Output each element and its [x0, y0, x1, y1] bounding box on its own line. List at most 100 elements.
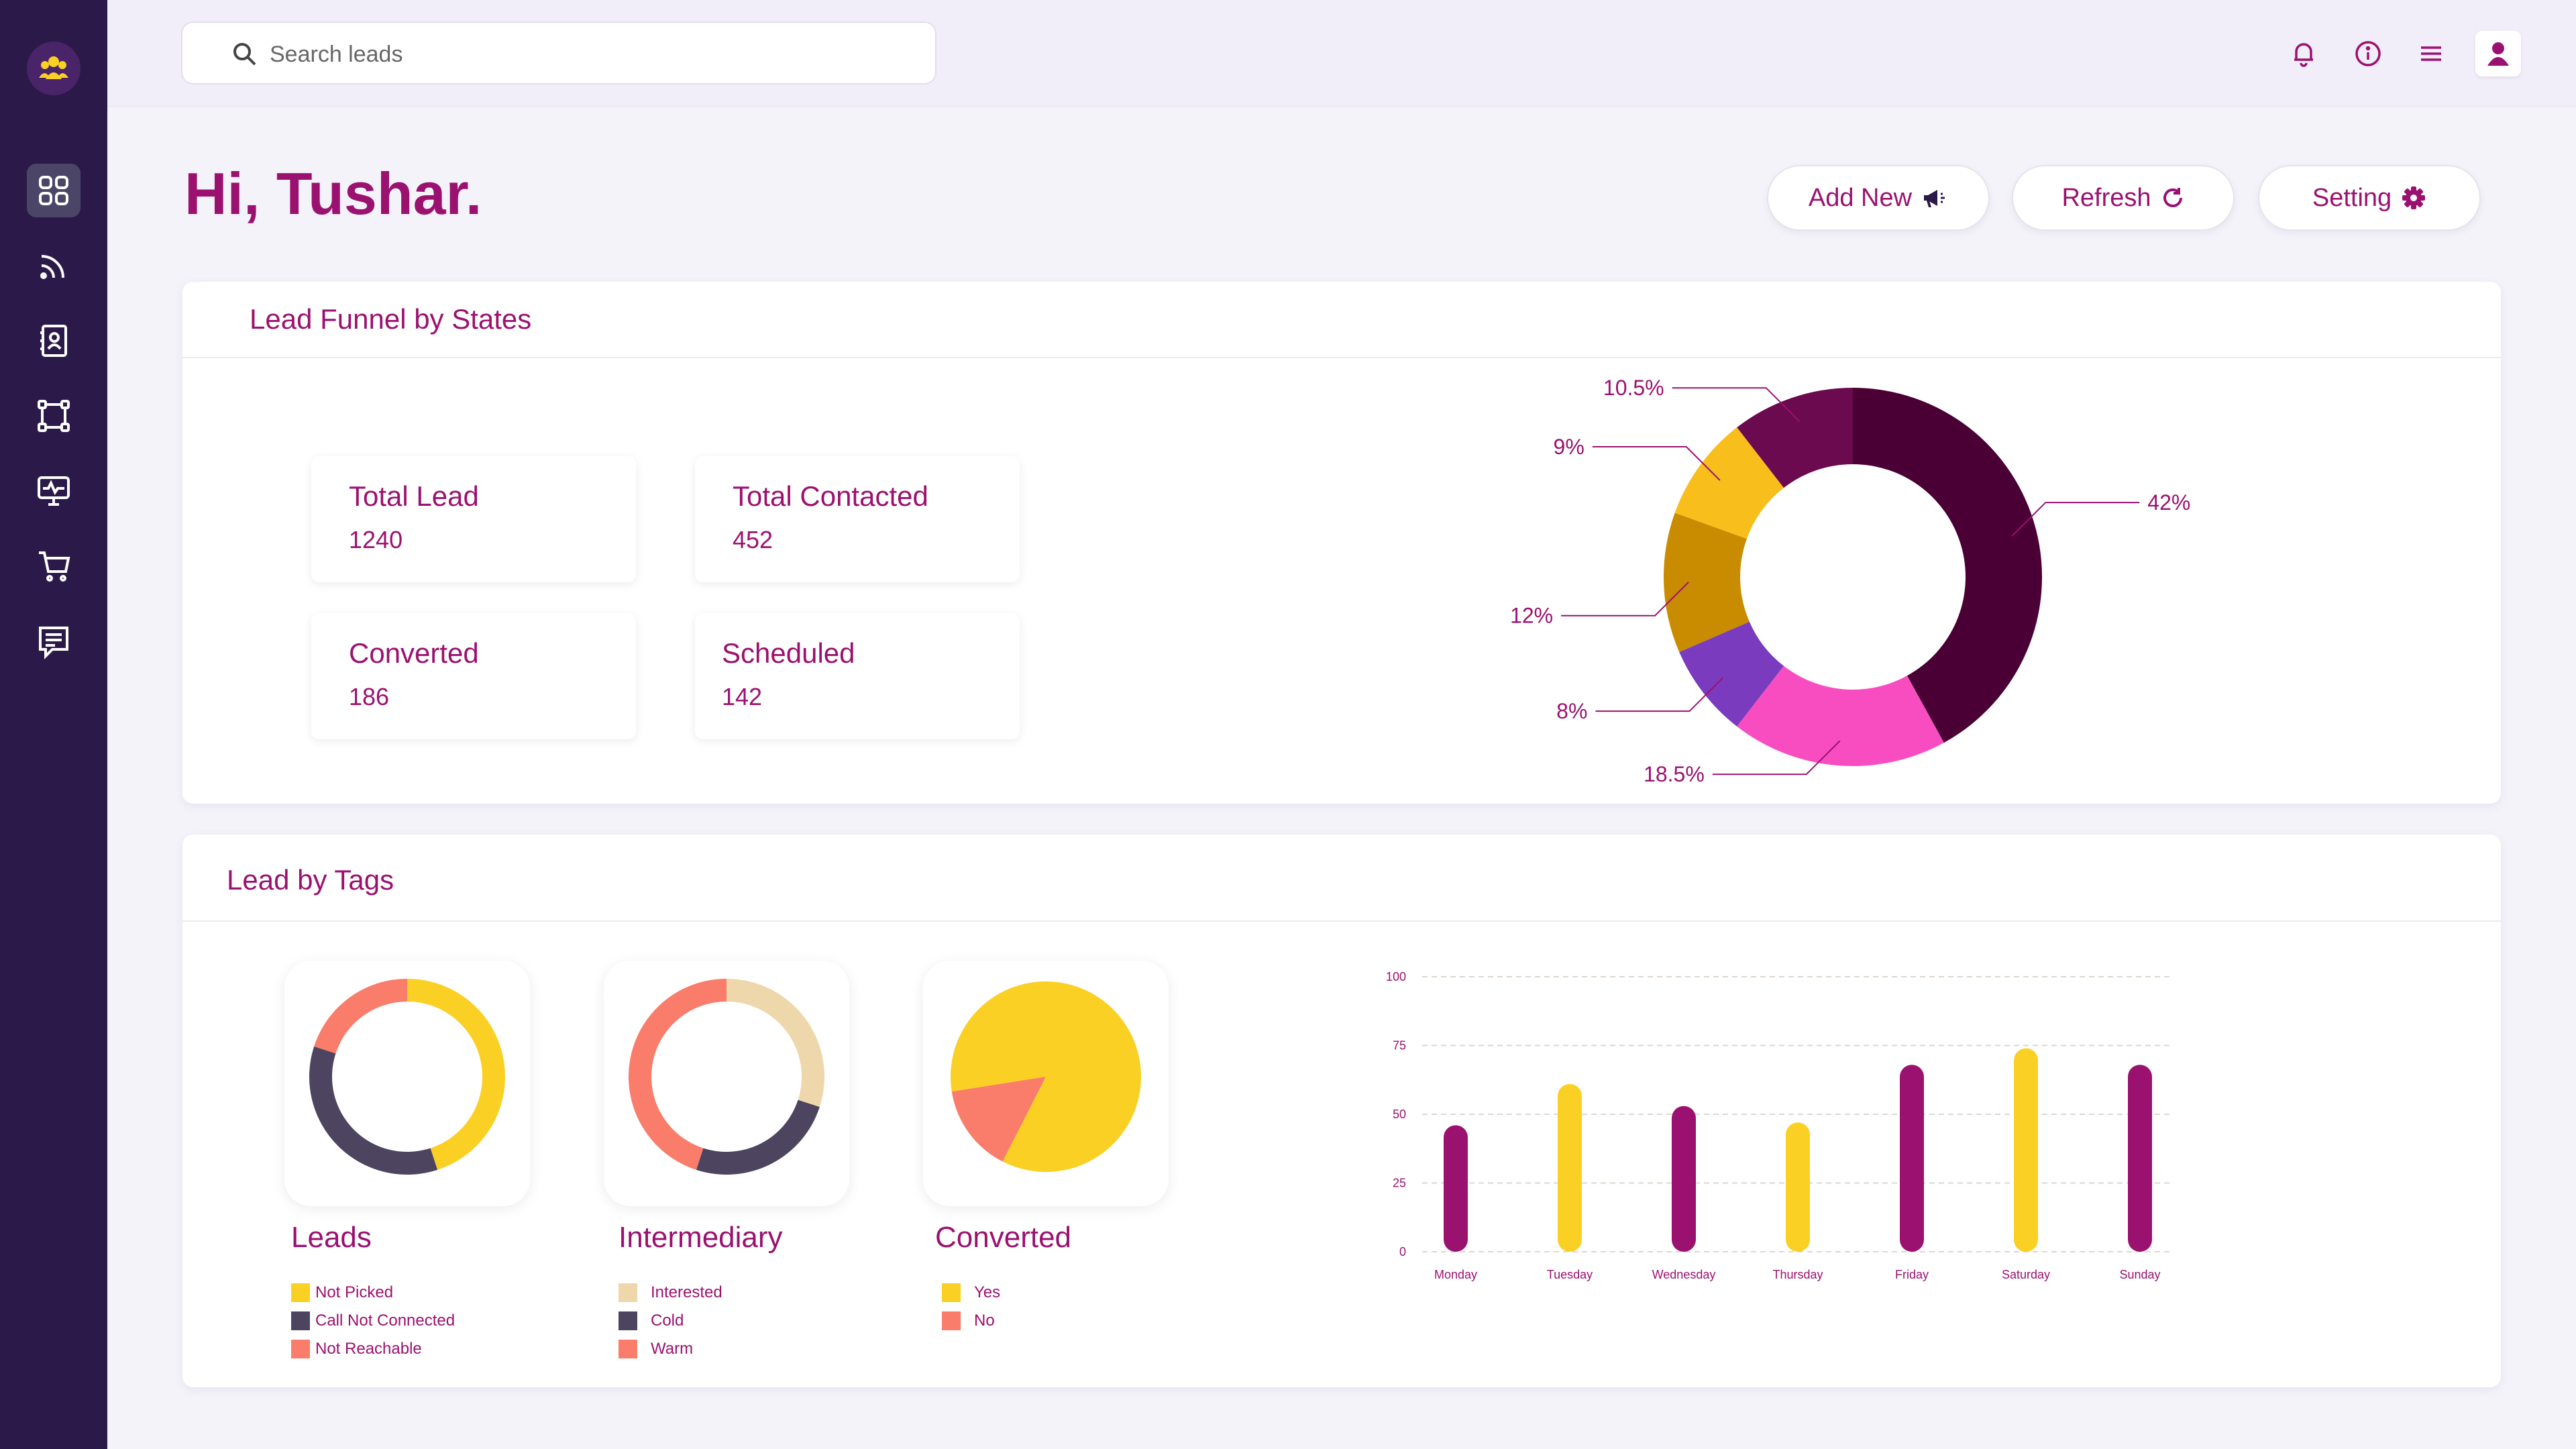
funnel-slice — [1664, 513, 1750, 652]
menu-icon — [2421, 46, 2441, 61]
stat-card-total-contacted: Total Contacted 452 — [695, 456, 1020, 582]
leads-legend: Not Picked Call Not Connected Not Reacha… — [291, 1279, 455, 1363]
y-tick-label: 50 — [1393, 1108, 1406, 1121]
stat-card-total-lead: Total Lead 1240 — [311, 456, 636, 582]
search-icon — [233, 43, 256, 66]
contacts-icon — [40, 325, 67, 357]
leads-title: Leads — [291, 1221, 372, 1254]
legend-label: Interested — [651, 1283, 722, 1301]
menu-button[interactable] — [2412, 35, 2450, 72]
funnel-data-label: 9% — [1554, 435, 1585, 459]
stat-value: 142 — [722, 683, 763, 710]
intermediary-legend: Interested Cold Warm — [619, 1279, 722, 1363]
stat-label: Scheduled — [722, 637, 855, 669]
funnel-donut-chart: 10.5% 42% 18.5% 8% 12% 9% — [1510, 376, 2190, 786]
converted-title: Converted — [935, 1221, 1072, 1254]
tag-slice — [314, 979, 407, 1054]
add-new-button[interactable]: Add New — [1767, 165, 1990, 231]
x-tick-label: Wednesday — [1652, 1268, 1716, 1281]
legend-swatch — [619, 1340, 637, 1358]
x-tick-label: Sunday — [2119, 1268, 2160, 1281]
funnel-slice — [1853, 388, 2042, 743]
legend-swatch — [291, 1283, 310, 1302]
y-tick-label: 100 — [1386, 970, 1406, 983]
workflow-icon — [38, 400, 70, 432]
refresh-icon — [2163, 188, 2182, 207]
legend-item: Not Picked — [291, 1279, 455, 1307]
sidebar-item-contacts[interactable] — [27, 314, 80, 368]
sidebar-item-feed[interactable] — [27, 239, 80, 292]
y-tick-label: 75 — [1393, 1039, 1406, 1053]
bar — [2014, 1048, 2038, 1252]
legend-label: Cold — [651, 1311, 684, 1330]
megaphone-icon — [1924, 190, 1945, 207]
top-bar — [107, 0, 2576, 107]
funnel-data-label: 18.5% — [1644, 762, 1705, 786]
legend-label: Call Not Connected — [315, 1311, 455, 1330]
search-box[interactable] — [181, 21, 936, 85]
search-input[interactable] — [270, 36, 873, 72]
refresh-label: Refresh — [2061, 183, 2151, 212]
funnel-label-line — [1595, 677, 1724, 712]
chat-icon — [39, 627, 68, 659]
refresh-button[interactable]: Refresh — [2012, 165, 2235, 231]
tag-slice — [309, 1046, 438, 1175]
tag-slice — [696, 1099, 820, 1175]
x-tick-label: Friday — [1895, 1268, 1929, 1281]
converted-pie-box — [923, 961, 1169, 1206]
funnel-data-label: 8% — [1556, 699, 1587, 723]
lead-funnel-card: Lead Funnel by States Total Lead 1240 To… — [182, 282, 2501, 804]
weekly-bar-chart: 100 75 50 25 0 Monday Tuesday Wednesday Thursday… — [1386, 970, 2174, 1281]
tags-title: Lead by Tags — [227, 864, 394, 896]
y-tick-label: 0 — [1399, 1245, 1406, 1258]
sidebar-item-cart[interactable] — [27, 539, 80, 593]
legend-item: Interested — [619, 1279, 722, 1307]
tag-slice — [727, 979, 824, 1108]
y-tick-label: 25 — [1393, 1177, 1406, 1190]
stat-value: 186 — [349, 683, 390, 710]
sidebar-item-monitor[interactable] — [27, 464, 80, 518]
funnel-data-label: 10.5% — [1603, 376, 1664, 400]
legend-label: Not Picked — [315, 1283, 394, 1301]
avatar[interactable] — [2475, 31, 2521, 76]
funnel-slice — [1679, 621, 1784, 727]
legend-item: Yes — [942, 1279, 1000, 1307]
stat-label: Total Lead — [349, 480, 479, 512]
tags-divider — [182, 920, 2501, 922]
converted-pie-chart — [951, 981, 1141, 1172]
feed-icon — [40, 255, 64, 279]
setting-button[interactable]: Setting — [2258, 165, 2481, 231]
funnel-data-label: 42% — [2147, 490, 2190, 515]
stat-value: 1240 — [349, 526, 403, 553]
funnel-label-line — [1712, 740, 1841, 775]
x-tick-label: Saturday — [2002, 1268, 2050, 1281]
sidebar-item-workflow[interactable] — [27, 389, 80, 443]
setting-label: Setting — [2312, 183, 2392, 212]
tag-slice — [407, 979, 505, 1170]
logo-icon[interactable] — [27, 42, 80, 95]
funnel-slice — [1674, 427, 1784, 539]
legend-label: No — [974, 1311, 995, 1330]
legend-item: Cold — [619, 1307, 722, 1335]
notifications-button[interactable] — [2285, 35, 2322, 72]
bar — [1786, 1122, 1810, 1252]
bar — [1672, 1106, 1696, 1252]
bell-icon — [2294, 43, 2313, 67]
funnel-data-label: 12% — [1510, 604, 1553, 628]
intermediary-title: Intermediary — [619, 1221, 783, 1254]
tag-slice — [951, 1077, 1046, 1162]
sidebar-item-messages[interactable] — [27, 614, 80, 668]
funnel-divider — [182, 357, 2501, 358]
funnel-label-line — [1592, 445, 1721, 481]
legend-swatch — [619, 1283, 637, 1302]
sidebar-item-dashboard[interactable] — [27, 164, 80, 217]
legend-swatch — [942, 1311, 961, 1330]
info-button[interactable] — [2349, 35, 2387, 72]
stat-value: 452 — [733, 526, 773, 553]
page-title: Hi, Tushar. — [184, 160, 482, 227]
stat-label: Converted — [349, 637, 479, 669]
legend-swatch — [291, 1311, 310, 1330]
user-icon — [2487, 42, 2509, 66]
legend-item: Call Not Connected — [291, 1307, 455, 1335]
intermediary-donut-chart — [629, 979, 824, 1175]
